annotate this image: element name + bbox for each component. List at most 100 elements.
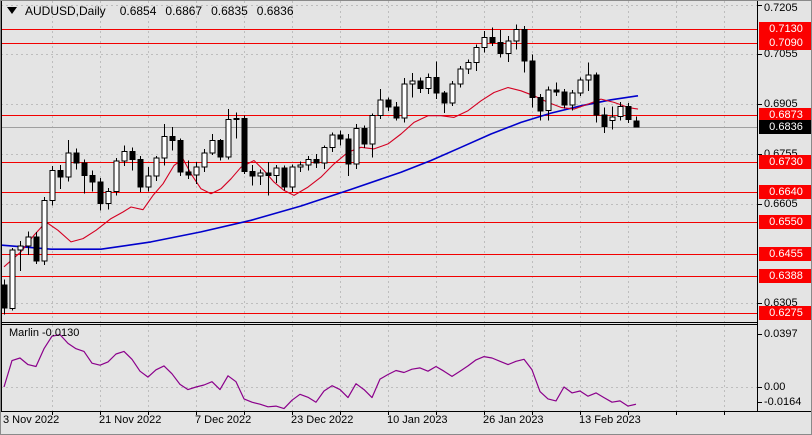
candle-bullish xyxy=(321,146,328,164)
indicator-name-label: Marlin -0.0130 xyxy=(9,327,80,339)
time-axis-label: 7 Dec 2022 xyxy=(195,414,252,426)
price-level-badge: 0.6730 xyxy=(759,155,811,169)
price-axis-label: 0.7055 xyxy=(764,48,798,60)
indicator-axis-label: 0.00 xyxy=(764,381,786,393)
candle-bearish xyxy=(521,28,528,62)
candle-bullish xyxy=(481,37,488,49)
candle-bullish xyxy=(609,116,616,122)
chart-title: AUDUSD,Daily 0.6854 0.6867 0.6835 0.6836 xyxy=(7,3,294,18)
price-level-badge: 0.7090 xyxy=(759,36,811,50)
price-level-badge: 0.6275 xyxy=(759,306,811,320)
time-axis-label: 13 Feb 2023 xyxy=(579,414,641,426)
candle-bullish xyxy=(209,139,216,154)
symbol-marker-icon xyxy=(7,7,17,14)
candle-bullish xyxy=(505,40,512,54)
candle-bullish xyxy=(353,127,360,165)
time-axis-label: 23 Dec 2022 xyxy=(291,414,354,426)
candle-bullish xyxy=(449,83,456,104)
panel-frame xyxy=(1,1,811,415)
candle-bearish xyxy=(385,99,392,108)
candle-bearish xyxy=(33,236,40,262)
candle-bearish xyxy=(529,60,536,98)
candle-bullish xyxy=(233,117,240,121)
candle-bearish xyxy=(313,159,320,164)
current-price-badge: 0.6836 xyxy=(759,120,811,134)
low-value: 0.6835 xyxy=(211,3,248,18)
price-level-badge: 0.7130 xyxy=(759,22,811,36)
candle-bearish xyxy=(553,89,560,93)
candle-bullish xyxy=(41,199,48,262)
candle-bearish xyxy=(241,117,248,172)
candle-bullish xyxy=(273,167,280,176)
candle-bearish xyxy=(417,80,424,90)
candle-bullish xyxy=(569,92,576,106)
candle-bearish xyxy=(81,162,88,176)
candle-bullish xyxy=(161,135,168,159)
candle-bullish xyxy=(257,172,264,177)
candle-bullish xyxy=(153,157,160,177)
candle-bullish xyxy=(201,152,208,168)
candle-bullish xyxy=(473,47,480,64)
candle-bearish xyxy=(537,97,544,112)
candle-bullish xyxy=(617,105,624,117)
candle-bearish xyxy=(177,140,184,173)
candle-bullish xyxy=(401,83,408,119)
candle-bearish xyxy=(249,171,256,177)
candle-bearish xyxy=(185,171,192,176)
candle-bearish xyxy=(489,37,496,44)
price-level-badge: 0.6873 xyxy=(759,108,811,122)
slow-moving-average-line xyxy=(1,95,639,250)
candle-bearish xyxy=(217,139,224,158)
candle-bearish xyxy=(433,77,440,94)
time-axis-label: 3 Nov 2022 xyxy=(3,414,60,426)
candle-bearish xyxy=(561,91,568,106)
candle-bullish xyxy=(425,77,432,89)
candle-bullish xyxy=(465,62,472,70)
candle-bullish xyxy=(193,166,200,176)
time-axis-label: 26 Jan 2023 xyxy=(483,414,544,426)
candle-bearish xyxy=(337,134,344,140)
price-level-badge: 0.6388 xyxy=(759,269,811,283)
candle-bearish xyxy=(593,74,600,116)
price-level-badge: 0.6640 xyxy=(759,185,811,199)
candle-bullish xyxy=(457,68,464,85)
close-value: 0.6836 xyxy=(256,3,294,18)
candle-bearish xyxy=(393,106,400,119)
candle-bullish xyxy=(65,152,72,178)
candle-bearish xyxy=(281,167,288,188)
candle-bullish xyxy=(585,74,592,81)
ohlc-readout: 0.6854 0.6867 0.6835 0.6836 xyxy=(120,4,294,18)
candle-bearish xyxy=(57,170,64,178)
high-value: 0.6867 xyxy=(165,3,203,18)
open-value: 0.6854 xyxy=(119,3,157,18)
candle-bullish xyxy=(545,89,552,112)
candle-bullish xyxy=(105,190,112,205)
candle-bearish xyxy=(169,135,176,142)
candle-bullish xyxy=(305,159,312,166)
candles-layer xyxy=(1,24,640,315)
marlin-indicator-line xyxy=(3,334,637,410)
candle-bearish xyxy=(625,105,632,121)
symbol-period-label: AUDUSD,Daily xyxy=(25,3,106,18)
candle-bearish xyxy=(137,159,144,188)
candle-bearish xyxy=(73,152,80,164)
price-axis-label: 0.7205 xyxy=(764,2,798,14)
candle-bearish xyxy=(345,138,352,165)
candle-bullish xyxy=(9,249,16,309)
candle-bullish xyxy=(17,245,24,251)
indicator-axis-label: 0.0397 xyxy=(764,328,798,340)
time-axis-label: 10 Jan 2023 xyxy=(387,414,448,426)
candle-bearish xyxy=(89,175,96,183)
fast-moving-average-line xyxy=(3,86,639,268)
candle-bullish xyxy=(409,80,416,85)
candle-bullish xyxy=(145,175,152,188)
candle-bearish xyxy=(97,181,104,205)
candle-bullish xyxy=(113,160,120,192)
price-level-badge: 0.6550 xyxy=(759,215,811,229)
candle-bearish xyxy=(633,120,640,128)
candle-bullish xyxy=(369,115,376,145)
candle-bullish xyxy=(377,99,384,117)
candle-bearish xyxy=(441,92,448,104)
